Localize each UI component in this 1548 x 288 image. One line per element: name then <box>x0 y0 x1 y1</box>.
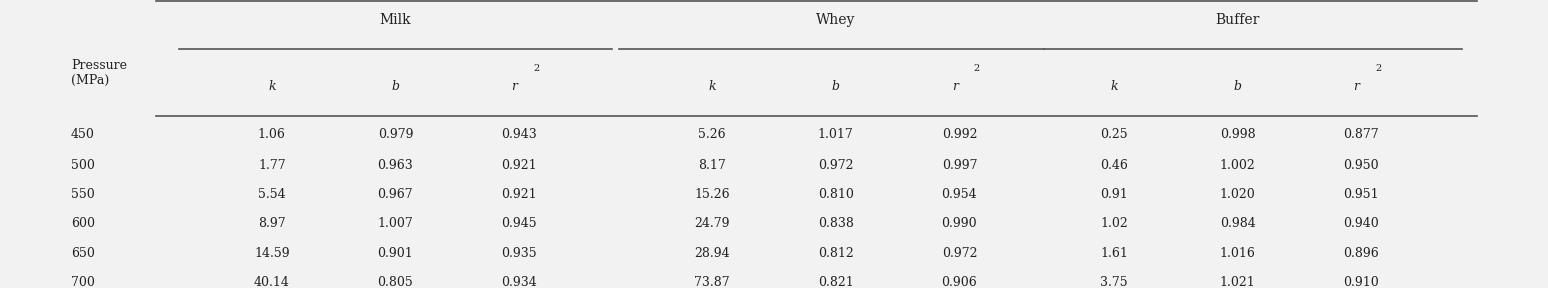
Text: 1.02: 1.02 <box>1101 217 1128 230</box>
Text: 0.812: 0.812 <box>817 247 853 260</box>
Text: 0.896: 0.896 <box>1344 247 1379 260</box>
Text: Pressure
(MPa): Pressure (MPa) <box>71 59 127 87</box>
Text: 0.979: 0.979 <box>378 128 413 141</box>
Text: 700: 700 <box>71 276 94 288</box>
Text: 8.17: 8.17 <box>698 159 726 172</box>
Text: 3.75: 3.75 <box>1101 276 1128 288</box>
Text: 0.984: 0.984 <box>1220 217 1255 230</box>
Text: 0.910: 0.910 <box>1344 276 1379 288</box>
Text: 0.940: 0.940 <box>1344 217 1379 230</box>
Text: r: r <box>1353 80 1359 93</box>
Text: 1.016: 1.016 <box>1220 247 1255 260</box>
Text: 0.972: 0.972 <box>817 159 853 172</box>
Text: 1.77: 1.77 <box>259 159 286 172</box>
Text: 0.943: 0.943 <box>502 128 537 141</box>
Text: 0.945: 0.945 <box>502 217 537 230</box>
Text: 500: 500 <box>71 159 94 172</box>
Text: 550: 550 <box>71 188 94 201</box>
Text: 1.61: 1.61 <box>1101 247 1128 260</box>
Text: 0.997: 0.997 <box>941 159 977 172</box>
Text: 0.810: 0.810 <box>817 188 854 201</box>
Text: 0.838: 0.838 <box>817 217 854 230</box>
Text: 0.877: 0.877 <box>1344 128 1379 141</box>
Text: 1.002: 1.002 <box>1220 159 1255 172</box>
Text: 0.963: 0.963 <box>378 159 413 172</box>
Text: 14.59: 14.59 <box>254 247 289 260</box>
Text: b: b <box>392 80 399 93</box>
Text: 28.94: 28.94 <box>695 247 731 260</box>
Text: 2: 2 <box>1375 64 1381 73</box>
Text: 5.26: 5.26 <box>698 128 726 141</box>
Text: 24.79: 24.79 <box>695 217 731 230</box>
Text: r: r <box>952 80 958 93</box>
Text: r: r <box>511 80 517 93</box>
Text: k: k <box>1110 80 1118 93</box>
Text: 0.972: 0.972 <box>941 247 977 260</box>
Text: 0.950: 0.950 <box>1344 159 1379 172</box>
Text: k: k <box>709 80 717 93</box>
Text: 1.007: 1.007 <box>378 217 413 230</box>
Text: 1.020: 1.020 <box>1220 188 1255 201</box>
Text: 1.021: 1.021 <box>1220 276 1255 288</box>
Text: 73.87: 73.87 <box>695 276 731 288</box>
Text: 0.935: 0.935 <box>502 247 537 260</box>
Text: 0.954: 0.954 <box>941 188 977 201</box>
Text: b: b <box>1234 80 1241 93</box>
Text: 8.97: 8.97 <box>259 217 286 230</box>
Text: k: k <box>268 80 276 93</box>
Text: Milk: Milk <box>379 13 412 27</box>
Text: 600: 600 <box>71 217 94 230</box>
Text: 0.906: 0.906 <box>941 276 977 288</box>
Text: 2: 2 <box>974 64 980 73</box>
Text: 0.821: 0.821 <box>817 276 853 288</box>
Text: b: b <box>831 80 841 93</box>
Text: 1.06: 1.06 <box>259 128 286 141</box>
Text: 0.91: 0.91 <box>1101 188 1128 201</box>
Text: 0.967: 0.967 <box>378 188 413 201</box>
Text: 0.921: 0.921 <box>502 188 537 201</box>
Text: 650: 650 <box>71 247 94 260</box>
Text: 0.934: 0.934 <box>502 276 537 288</box>
Text: 0.921: 0.921 <box>502 159 537 172</box>
Text: Whey: Whey <box>816 13 856 27</box>
Text: 0.901: 0.901 <box>378 247 413 260</box>
Text: 0.992: 0.992 <box>941 128 977 141</box>
Text: 0.990: 0.990 <box>941 217 977 230</box>
Text: 0.805: 0.805 <box>378 276 413 288</box>
Text: 0.25: 0.25 <box>1101 128 1128 141</box>
Text: Buffer: Buffer <box>1215 13 1260 27</box>
Text: 5.54: 5.54 <box>259 188 286 201</box>
Text: 0.46: 0.46 <box>1101 159 1128 172</box>
Text: 0.998: 0.998 <box>1220 128 1255 141</box>
Text: 0.951: 0.951 <box>1344 188 1379 201</box>
Text: 450: 450 <box>71 128 94 141</box>
Text: 15.26: 15.26 <box>695 188 731 201</box>
Text: 2: 2 <box>533 64 539 73</box>
Text: 1.017: 1.017 <box>817 128 853 141</box>
Text: 40.14: 40.14 <box>254 276 289 288</box>
